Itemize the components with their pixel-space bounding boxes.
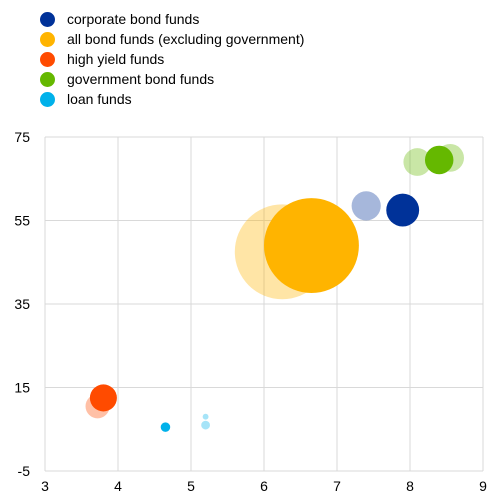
legend-item-loan-funds: loan funds bbox=[40, 89, 304, 109]
x-tick-label: 4 bbox=[114, 478, 122, 494]
legend-label: high yield funds bbox=[67, 51, 165, 67]
bubbles bbox=[85, 144, 465, 432]
y-tick-label: 75 bbox=[14, 129, 30, 145]
legend-item-all-bond-funds-excluding-government: all bond funds (excluding government) bbox=[40, 29, 304, 49]
x-tick-label: 3 bbox=[41, 478, 49, 494]
bubble-loan-funds-faded bbox=[202, 413, 209, 420]
x-tick-label: 8 bbox=[406, 478, 414, 494]
x-axis-ticks: 3 4 5 6 7 8 9 bbox=[41, 478, 487, 494]
bubble-corporate-bond-funds bbox=[386, 193, 420, 227]
gridlines bbox=[44, 136, 484, 472]
legend-swatch bbox=[40, 51, 55, 67]
bubble-high-yield-funds bbox=[89, 384, 117, 412]
bubble-corporate-bond-funds-faded bbox=[351, 191, 381, 221]
legend: corporate bond funds all bond funds (excl… bbox=[40, 9, 304, 109]
legend-item-government-bond-funds: government bond funds bbox=[40, 69, 304, 89]
x-tick-label: 6 bbox=[260, 478, 268, 494]
legend-label: government bond funds bbox=[67, 71, 215, 87]
bubble-government-bond-funds-faded bbox=[403, 148, 432, 176]
legend-label: loan funds bbox=[67, 91, 132, 107]
legend-label: corporate bond funds bbox=[67, 11, 200, 27]
legend-swatch bbox=[40, 91, 55, 107]
y-tick-label: 15 bbox=[14, 380, 30, 396]
legend-item-corporate-bond-funds: corporate bond funds bbox=[40, 9, 304, 29]
x-tick-label: 7 bbox=[333, 478, 341, 494]
bubble-government-bond-funds bbox=[424, 145, 454, 175]
y-tick-label: 55 bbox=[14, 213, 30, 229]
bubble-all-bond-funds-excluding-government bbox=[264, 198, 359, 293]
y-tick-label: -5 bbox=[18, 463, 31, 479]
bubble-loan-funds bbox=[160, 422, 171, 432]
legend-swatch bbox=[40, 31, 55, 47]
legend-item-high-yield-funds: high yield funds bbox=[40, 49, 304, 69]
x-tick-label: 5 bbox=[187, 478, 195, 494]
legend-swatch bbox=[40, 71, 55, 87]
legend-swatch bbox=[40, 11, 55, 27]
legend-label: all bond funds (excluding government) bbox=[67, 31, 305, 47]
y-tick-label: 35 bbox=[14, 296, 30, 312]
x-tick-label: 9 bbox=[479, 478, 487, 494]
y-axis-ticks: -5 15 35 55 75 bbox=[14, 129, 30, 479]
bubble-loan-funds-faded bbox=[201, 420, 210, 430]
